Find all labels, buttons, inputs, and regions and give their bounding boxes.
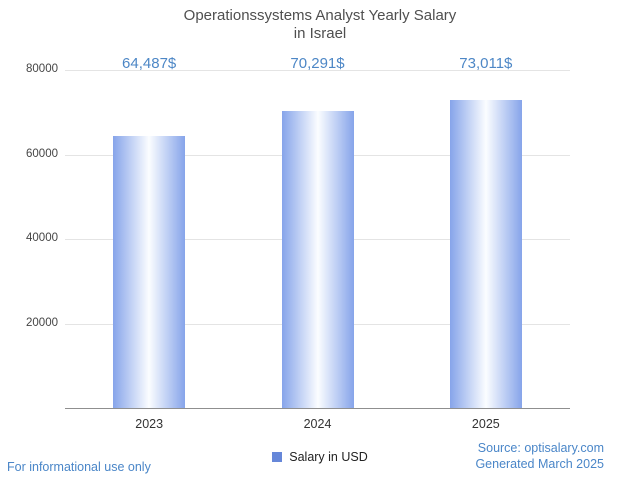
y-axis-tick-label: 80000 — [26, 63, 58, 75]
chart-title-line2: in Israel — [293, 25, 347, 42]
x-axis-tick-label: 2023 — [135, 417, 164, 431]
legend-color-swatch — [272, 452, 283, 462]
generated-text: Generated March 2025 — [475, 457, 604, 471]
bar-2023[interactable] — [113, 135, 186, 408]
disclaimer-text: For informational use only — [7, 460, 151, 474]
gridline — [65, 70, 570, 71]
bar-2025[interactable] — [449, 99, 522, 408]
legend-label: Salary in USD — [289, 450, 368, 464]
bar-value-label: 73,011$ — [459, 55, 513, 72]
source-block: Source: optisalary.com Generated March 2… — [475, 440, 604, 472]
bar-value-label: 70,291$ — [290, 55, 345, 72]
y-axis-tick-label: 20000 — [26, 316, 58, 329]
chart-title-line1: Operationssystems Analyst Yearly Salary — [183, 7, 457, 24]
source-text: Source: optisalary.com — [477, 441, 604, 455]
legend: Salary in USD — [0, 450, 640, 464]
x-axis-tick-label: 2024 — [303, 417, 332, 431]
bar-2024[interactable] — [281, 111, 354, 408]
x-axis-tick-label: 2025 — [471, 417, 500, 431]
y-axis-tick-label: 60000 — [26, 147, 58, 160]
chart-title: Operationssystems Analyst Yearly Salary … — [0, 7, 640, 43]
y-axis-tick-label: 40000 — [26, 232, 58, 244]
bar-value-label: 64,487$ — [122, 55, 177, 72]
plot-area — [65, 70, 570, 409]
